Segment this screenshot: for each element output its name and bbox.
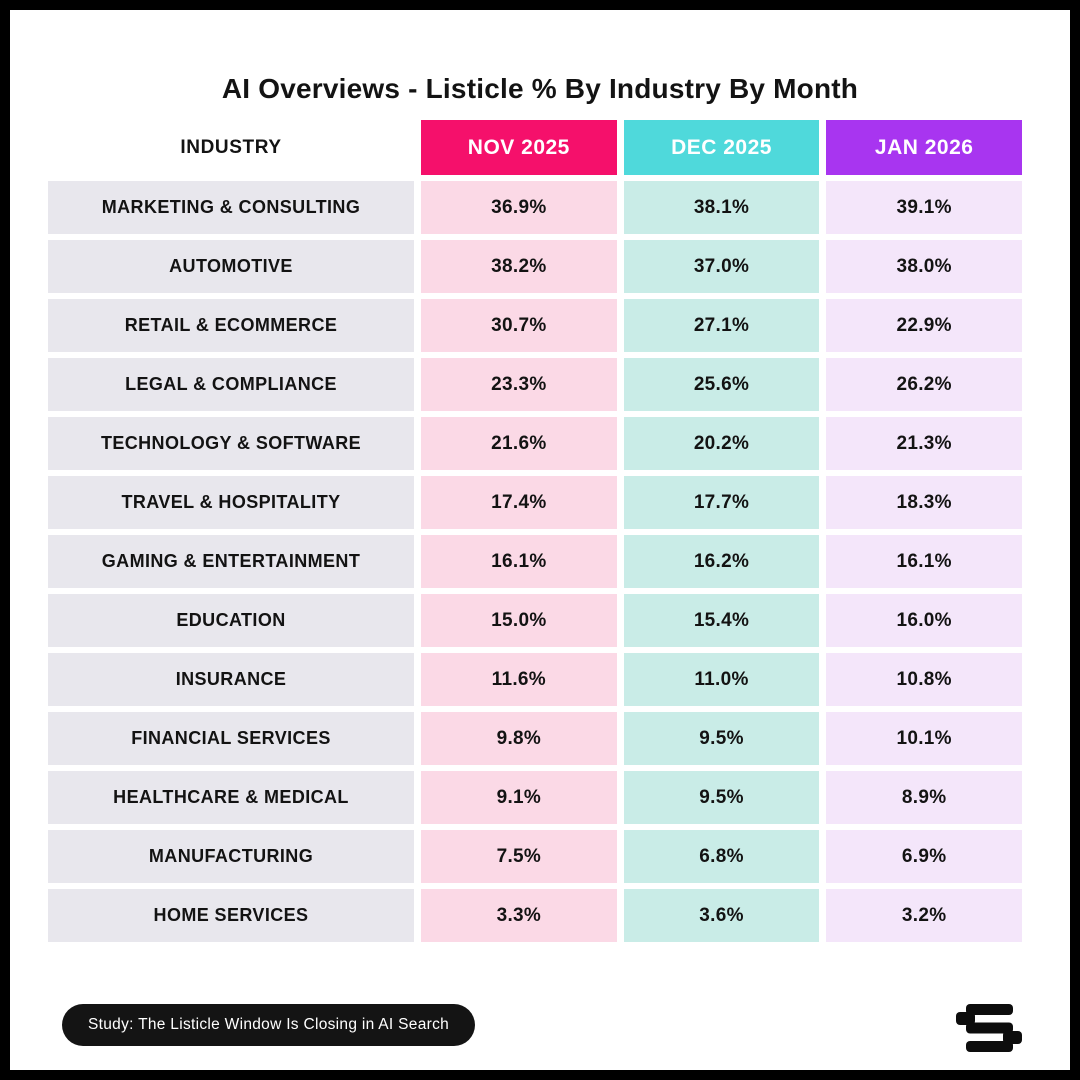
value-cell-dec: 15.4% [623, 594, 820, 647]
value-cell-jan: 39.1% [826, 181, 1023, 234]
value-cell-nov: 36.9% [421, 181, 617, 234]
value-cell-nov: 16.1% [421, 535, 617, 588]
value-cell-dec: 25.6% [623, 358, 820, 411]
study-badge: Study: The Listicle Window Is Closing in… [62, 1004, 476, 1046]
table-row: HEALTHCARE & MEDICAL 9.1% 9.5% 8.9% [48, 771, 1023, 824]
value-cell-dec: 38.1% [623, 181, 820, 234]
value-cell-jan: 26.2% [826, 358, 1023, 411]
table-row: TECHNOLOGY & SOFTWARE 21.6% 20.2% 21.3% [48, 417, 1023, 470]
value-cell-nov: 9.8% [421, 712, 617, 765]
table-row: MARKETING & CONSULTING 36.9% 38.1% 39.1% [48, 181, 1023, 234]
data-table: INDUSTRY NOV 2025 DEC 2025 JAN 2026 MARK… [48, 120, 1023, 942]
brand-logo-icon [956, 1004, 1022, 1052]
column-header-industry: INDUSTRY [180, 136, 282, 158]
value-cell-jan: 21.3% [826, 417, 1023, 470]
column-header-jan-2026: JAN 2026 [826, 120, 1023, 175]
industry-cell: HEALTHCARE & MEDICAL [48, 771, 414, 824]
table-row: FINANCIAL SERVICES 9.8% 9.5% 10.1% [48, 712, 1023, 765]
table-body: MARKETING & CONSULTING 36.9% 38.1% 39.1% AUT… [48, 181, 1023, 942]
value-cell-dec: 37.0% [623, 240, 820, 293]
table-row: GAMING & ENTERTAINMENT 16.1% 16.2% 16.1% [48, 535, 1023, 588]
industry-cell: TECHNOLOGY & SOFTWARE [48, 417, 414, 470]
value-cell-jan: 22.9% [826, 299, 1023, 352]
value-cell-dec: 27.1% [623, 299, 820, 352]
table-row: HOME SERVICES 3.3% 3.6% 3.2% [48, 889, 1023, 942]
value-cell-nov: 3.3% [421, 889, 617, 942]
table-row: EDUCATION 15.0% 15.4% 16.0% [48, 594, 1023, 647]
value-cell-jan: 18.3% [826, 476, 1023, 529]
table-row: RETAIL & ECOMMERCE 30.7% 27.1% 22.9% [48, 299, 1023, 352]
value-cell-nov: 23.3% [421, 358, 617, 411]
value-cell-dec: 3.6% [623, 889, 820, 942]
table-row: LEGAL & COMPLIANCE 23.3% 25.6% 26.2% [48, 358, 1023, 411]
value-cell-nov: 21.6% [421, 417, 617, 470]
value-cell-jan: 16.0% [826, 594, 1023, 647]
value-cell-nov: 7.5% [421, 830, 617, 883]
value-cell-dec: 16.2% [623, 535, 820, 588]
industry-cell: GAMING & ENTERTAINMENT [48, 535, 414, 588]
value-cell-nov: 15.0% [421, 594, 617, 647]
industry-cell: LEGAL & COMPLIANCE [48, 358, 414, 411]
value-cell-jan: 10.8% [826, 653, 1023, 706]
industry-cell: HOME SERVICES [48, 889, 414, 942]
industry-cell: AUTOMOTIVE [48, 240, 414, 293]
value-cell-nov: 38.2% [421, 240, 617, 293]
table-row: MANUFACTURING 7.5% 6.8% 6.9% [48, 830, 1023, 883]
industry-cell: FINANCIAL SERVICES [48, 712, 414, 765]
industry-cell: MARKETING & CONSULTING [48, 181, 414, 234]
value-cell-dec: 9.5% [623, 771, 820, 824]
value-cell-dec: 17.7% [623, 476, 820, 529]
page-title: AI Overviews - Listicle % By Industry By… [221, 72, 859, 104]
value-cell-jan: 38.0% [826, 240, 1023, 293]
table-row: INSURANCE 11.6% 11.0% 10.8% [48, 653, 1023, 706]
industry-cell: TRAVEL & HOSPITALITY [48, 476, 414, 529]
value-cell-jan: 3.2% [826, 889, 1023, 942]
value-cell-nov: 11.6% [421, 653, 617, 706]
column-header-dec-2025: DEC 2025 [623, 120, 820, 175]
value-cell-dec: 11.0% [623, 653, 820, 706]
value-cell-jan: 10.1% [826, 712, 1023, 765]
industry-cell: MANUFACTURING [48, 830, 414, 883]
value-cell-dec: 6.8% [623, 830, 820, 883]
value-cell-nov: 30.7% [421, 299, 617, 352]
value-cell-dec: 9.5% [623, 712, 820, 765]
table-row: AUTOMOTIVE 38.2% 37.0% 38.0% [48, 240, 1023, 293]
value-cell-jan: 16.1% [826, 535, 1023, 588]
industry-cell: INSURANCE [48, 653, 414, 706]
table-header-row: INDUSTRY NOV 2025 DEC 2025 JAN 2026 [48, 120, 1023, 175]
value-cell-nov: 9.1% [421, 771, 617, 824]
industry-cell: EDUCATION [48, 594, 414, 647]
value-cell-jan: 6.9% [826, 830, 1023, 883]
industry-cell: RETAIL & ECOMMERCE [48, 299, 414, 352]
value-cell-nov: 17.4% [421, 476, 617, 529]
value-cell-jan: 8.9% [826, 771, 1023, 824]
value-cell-dec: 20.2% [623, 417, 820, 470]
table-row: TRAVEL & HOSPITALITY 17.4% 17.7% 18.3% [48, 476, 1023, 529]
column-header-nov-2025: NOV 2025 [421, 120, 617, 175]
